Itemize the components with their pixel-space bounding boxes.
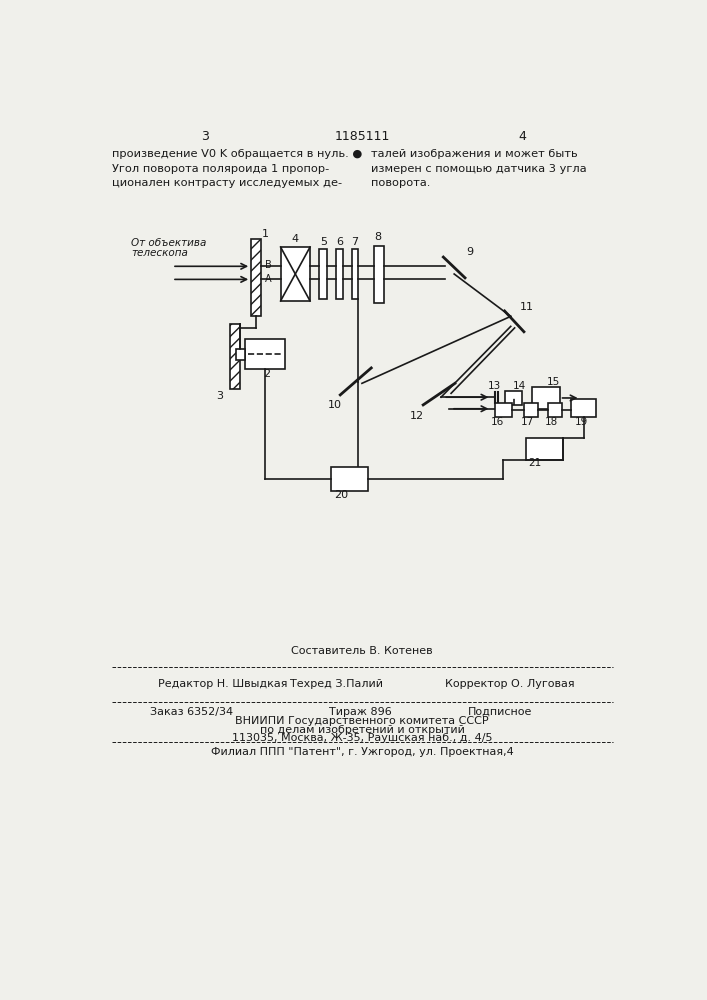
- Text: 16: 16: [491, 417, 504, 427]
- Text: 1185111: 1185111: [334, 130, 390, 143]
- Text: талей изображения и может быть
измерен с помощью датчика 3 угла
поворота.: талей изображения и может быть измерен с…: [371, 149, 587, 188]
- Text: 5: 5: [320, 237, 327, 247]
- Text: по делам изобретений и открытий: по делам изобретений и открытий: [259, 725, 464, 735]
- Text: 15: 15: [547, 377, 560, 387]
- Bar: [251, 239, 261, 316]
- Text: 1: 1: [262, 229, 269, 239]
- Text: Техред З.Палий: Техред З.Палий: [290, 679, 383, 689]
- Bar: [524, 403, 538, 417]
- Text: 12: 12: [410, 411, 424, 421]
- Text: 10: 10: [328, 400, 341, 410]
- Text: Филиал ППП "Патент", г. Ужгород, ул. Проектная,4: Филиал ППП "Патент", г. Ужгород, ул. Про…: [211, 747, 513, 757]
- Bar: [245, 339, 285, 369]
- Text: От объектива: От объектива: [131, 238, 206, 248]
- Text: ВНИИПИ Государственного комитета СССР: ВНИИПИ Государственного комитета СССР: [235, 716, 489, 726]
- Bar: [337, 249, 343, 299]
- Text: Подписное: Подписное: [468, 707, 532, 717]
- Bar: [281, 247, 310, 301]
- Text: B: B: [265, 260, 271, 270]
- Text: произведение V0 K обращается в нуль. ●
Угол поворота поляроида 1 пропор-
ционале: произведение V0 K обращается в нуль. ● У…: [112, 149, 362, 188]
- Text: 113035, Москва, Ж-35, Раушская наб., д. 4/5: 113035, Москва, Ж-35, Раушская наб., д. …: [232, 733, 492, 743]
- Bar: [506, 391, 522, 405]
- Text: 17: 17: [521, 417, 534, 427]
- Bar: [495, 403, 513, 417]
- Text: Составитель В. Котенев: Составитель В. Котенев: [291, 646, 433, 656]
- Text: 11: 11: [520, 302, 534, 312]
- Text: Корректор О. Луговая: Корректор О. Луговая: [445, 679, 575, 689]
- Text: 7: 7: [351, 237, 358, 247]
- Text: 4: 4: [518, 130, 526, 143]
- Text: 21: 21: [528, 458, 542, 468]
- Text: 8: 8: [375, 232, 382, 242]
- Bar: [236, 349, 245, 360]
- Text: 3: 3: [201, 130, 209, 143]
- Text: A: A: [265, 274, 271, 284]
- Bar: [320, 249, 327, 299]
- Text: телескопа: телескопа: [131, 248, 188, 258]
- Bar: [230, 324, 240, 389]
- Text: 9: 9: [466, 247, 473, 257]
- Text: Тираж 896: Тираж 896: [329, 707, 392, 717]
- Bar: [548, 403, 562, 417]
- Bar: [532, 387, 559, 409]
- Text: 20: 20: [334, 490, 348, 500]
- Bar: [352, 249, 358, 299]
- Text: 4: 4: [292, 234, 299, 244]
- Text: 19: 19: [575, 417, 588, 427]
- Bar: [373, 246, 384, 303]
- Text: 3: 3: [216, 391, 223, 401]
- Text: 13: 13: [488, 381, 501, 391]
- Bar: [331, 466, 368, 491]
- Text: 6: 6: [336, 237, 343, 247]
- Text: 2: 2: [263, 369, 270, 379]
- Text: Заказ 6352/34: Заказ 6352/34: [151, 707, 233, 717]
- Text: Редактор Н. Швыдкая: Редактор Н. Швыдкая: [158, 679, 288, 689]
- Bar: [526, 438, 563, 460]
- Text: 14: 14: [513, 381, 526, 391]
- Bar: [571, 399, 596, 417]
- Text: 18: 18: [545, 417, 559, 427]
